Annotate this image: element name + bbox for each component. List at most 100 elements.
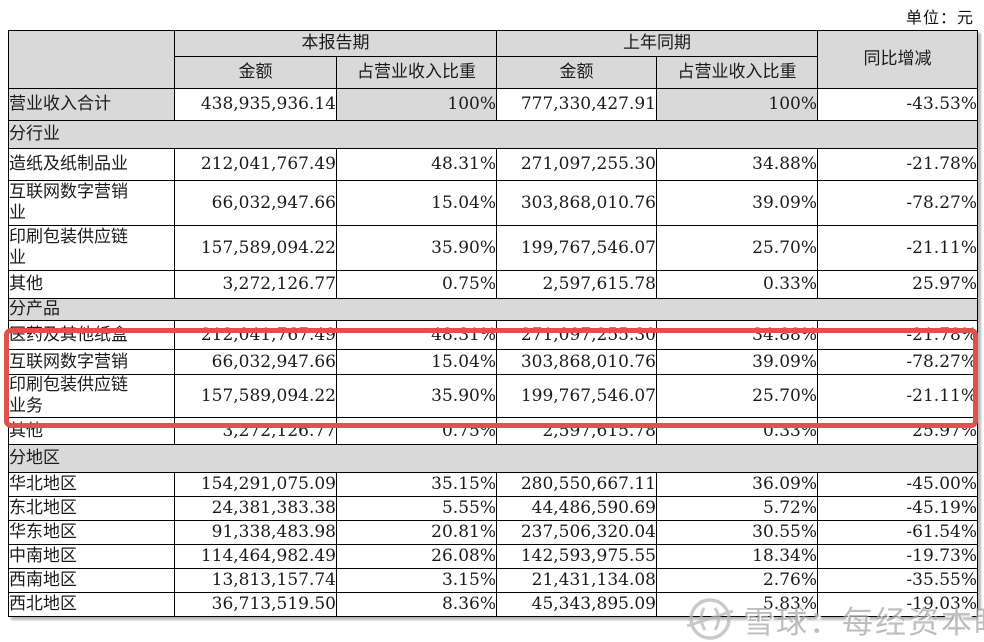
- row-label: 医药及其他纸盒: [8, 320, 175, 350]
- total-revenue-row: 营业收入合计 438,935,936.14 100% 777,330,427.9…: [8, 88, 978, 121]
- prior-amount-cell: 44,486,590.69: [496, 496, 657, 521]
- prior-ratio-cell: 25.70%: [656, 374, 818, 418]
- prior-ratio-cell: 18.34%: [656, 544, 818, 569]
- current-ratio-cell: 26.08%: [336, 544, 497, 569]
- current-ratio-cell: 48.31%: [336, 148, 497, 181]
- yoy-cell: -45.19%: [817, 496, 978, 521]
- current-amount-cell: 212,041,767.49: [174, 320, 337, 350]
- row-label: 印刷包装供应链 业务: [8, 374, 175, 418]
- yoy-cell: 25.97%: [817, 417, 978, 445]
- current-amount-cell: 13,813,157.74: [174, 568, 337, 593]
- current-ratio-cell: 20.81%: [336, 520, 497, 545]
- prior-ratio-cell: 36.09%: [656, 472, 818, 497]
- table-row: 中南地区 114,464,982.49 26.08% 142,593,975.5…: [8, 544, 978, 569]
- row-label: 互联网数字营销 业: [8, 180, 175, 226]
- section-title: 分产品: [8, 298, 978, 321]
- yoy-cell: 25.97%: [817, 270, 978, 299]
- table-row: 其他 3,272,126.77 0.75% 2,597,615.78 0.33%…: [8, 270, 978, 299]
- prior-amount-cell: 199,767,546.07: [496, 374, 657, 418]
- current-ratio-cell: 3.15%: [336, 568, 497, 593]
- current-amount-cell: 154,291,075.09: [174, 472, 337, 497]
- current-amount-cell: 212,041,767.49: [174, 148, 337, 181]
- prior-amount-cell: 303,868,010.76: [496, 180, 657, 226]
- table-row: 互联网数字营销 66,032,947.66 15.04% 303,868,010…: [8, 349, 978, 375]
- prior-amount-cell: 280,550,667.11: [496, 472, 657, 497]
- yoy-cell: -45.00%: [817, 472, 978, 497]
- current-ratio-cell: 35.90%: [336, 374, 497, 418]
- table-row: 印刷包装供应链 业务 157,589,094.22 35.90% 199,767…: [8, 374, 978, 418]
- current-ratio-cell: 48.31%: [336, 320, 497, 350]
- section-band-product: 分产品: [8, 298, 978, 321]
- table-row: 华北地区 154,291,075.09 35.15% 280,550,667.1…: [8, 472, 978, 497]
- table-row: 其他 3,272,126.77 0.75% 2,597,615.78 0.33%…: [8, 417, 978, 445]
- current-amount-cell: 66,032,947.66: [174, 180, 337, 226]
- section-title: 分地区: [8, 444, 978, 473]
- current-ratio-cell: 35.15%: [336, 472, 497, 497]
- current-ratio-cell: 35.90%: [336, 225, 497, 271]
- row-label: 东北地区: [8, 496, 175, 521]
- table-row: 医药及其他纸盒 212,041,767.49 48.31% 271,097,25…: [8, 320, 978, 350]
- current-amount-cell: 91,338,483.98: [174, 520, 337, 545]
- yoy-cell: -21.11%: [817, 225, 978, 271]
- amount-subheader: 金额: [496, 56, 657, 89]
- yoy-cell: -61.54%: [817, 520, 978, 545]
- prior-period-header: 上年同期: [496, 30, 818, 57]
- current-ratio-cell: 0.75%: [336, 417, 497, 445]
- ratio-subheader: 占营业收入比重: [656, 56, 818, 89]
- yoy-cell: -19.03%: [817, 592, 978, 617]
- prior-ratio-cell: 39.09%: [656, 349, 818, 375]
- table-row: 东北地区 24,381,383.38 5.55% 44,486,590.69 5…: [8, 496, 978, 521]
- current-amount-cell: 3,272,126.77: [174, 417, 337, 445]
- yoy-cell: -43.53%: [817, 88, 978, 121]
- prior-amount-cell: 199,767,546.07: [496, 225, 657, 271]
- row-label: 营业收入合计: [8, 88, 175, 121]
- row-label: 互联网数字营销: [8, 349, 175, 375]
- table-row: 西南地区 13,813,157.74 3.15% 21,431,134.08 2…: [8, 568, 978, 593]
- current-ratio-cell: 5.55%: [336, 496, 497, 521]
- current-ratio-cell: 15.04%: [336, 349, 497, 375]
- current-amount-cell: 3,272,126.77: [174, 270, 337, 299]
- section-band-region: 分地区: [8, 444, 978, 473]
- section-title: 分行业: [8, 120, 978, 149]
- table-row: 互联网数字营销 业 66,032,947.66 15.04% 303,868,0…: [8, 180, 978, 226]
- corner-cell: [8, 30, 175, 89]
- section-band-industry: 分行业: [8, 120, 978, 149]
- current-amount-cell: 157,589,094.22: [174, 374, 337, 418]
- row-label: 其他: [8, 270, 175, 299]
- prior-amount-cell: 237,506,320.04: [496, 520, 657, 545]
- row-label: 西南地区: [8, 568, 175, 593]
- current-amount-cell: 157,589,094.22: [174, 225, 337, 271]
- yoy-cell: -19.73%: [817, 544, 978, 569]
- amount-subheader: 金额: [174, 56, 337, 89]
- current-period-header: 本报告期: [174, 30, 497, 57]
- row-label: 西北地区: [8, 592, 175, 617]
- row-label: 华东地区: [8, 520, 175, 545]
- row-label: 印刷包装供应链 业: [8, 225, 175, 271]
- prior-amount-cell: 45,343,895.09: [496, 592, 657, 617]
- ratio-subheader: 占营业收入比重: [336, 56, 497, 89]
- yoy-cell: -35.55%: [817, 568, 978, 593]
- current-ratio-cell: 0.75%: [336, 270, 497, 299]
- yoy-cell: -78.27%: [817, 180, 978, 226]
- table-row: 印刷包装供应链 业 157,589,094.22 35.90% 199,767,…: [8, 225, 978, 271]
- current-ratio-cell: 15.04%: [336, 180, 497, 226]
- prior-amount-cell: 21,431,134.08: [496, 568, 657, 593]
- prior-amount-cell: 142,593,975.55: [496, 544, 657, 569]
- prior-ratio-cell: 5.83%: [656, 592, 818, 617]
- prior-ratio-cell: 39.09%: [656, 180, 818, 226]
- current-ratio-cell: 100%: [336, 88, 497, 121]
- header-row-periods: 本报告期 上年同期 同比增减: [8, 30, 978, 89]
- row-label: 造纸及纸制品业: [8, 148, 175, 181]
- yoy-cell: -21.78%: [817, 320, 978, 350]
- row-label: 中南地区: [8, 544, 175, 569]
- prior-amount-cell: 271,097,255.30: [496, 148, 657, 181]
- prior-ratio-cell: 34.88%: [656, 320, 818, 350]
- prior-amount-cell: 2,597,615.78: [496, 417, 657, 445]
- prior-amount-cell: 303,868,010.76: [496, 349, 657, 375]
- yoy-cell: -21.78%: [817, 148, 978, 181]
- prior-ratio-cell: 30.55%: [656, 520, 818, 545]
- prior-ratio-cell: 25.70%: [656, 225, 818, 271]
- current-amount-cell: 24,381,383.38: [174, 496, 337, 521]
- prior-ratio-cell: 0.33%: [656, 417, 818, 445]
